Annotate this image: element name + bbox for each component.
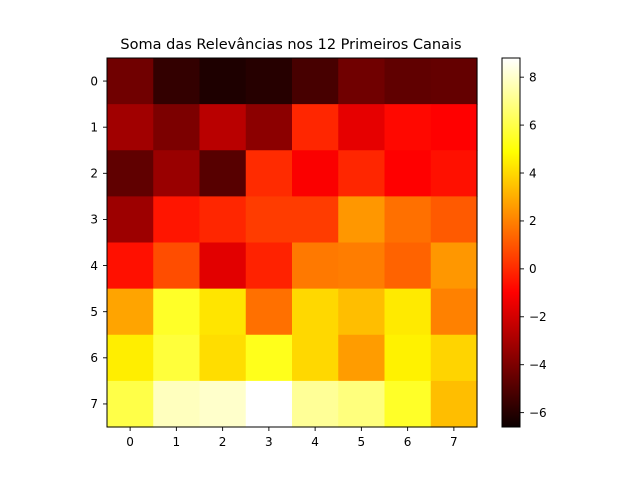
heatmap-cell-r0-c5 [338, 58, 386, 105]
x-tick-label: 1 [173, 435, 181, 449]
heatmap-cell-r7-c2 [199, 380, 247, 428]
heatmap-cell-r6-c6 [384, 334, 432, 382]
x-tick-label: 4 [311, 435, 319, 449]
heatmap-cell-r6-c1 [153, 334, 201, 382]
heatmap-cell-r5-c3 [245, 288, 293, 336]
y-tick-label: 2 [90, 167, 98, 181]
heatmap-cell-r6-c2 [199, 334, 247, 382]
y-tick-label: 0 [90, 74, 98, 88]
heatmap-cell-r4-c2 [199, 242, 247, 290]
heatmap-cell-r1-c3 [245, 104, 293, 151]
y-tick-label: 5 [90, 305, 98, 319]
heatmap-cell-r1-c1 [153, 104, 201, 151]
heatmap-cell-r5-c0 [107, 288, 154, 336]
heatmap-cell-r5-c5 [338, 288, 386, 336]
colorbar-tick-label: 4 [529, 166, 537, 180]
heatmap-cell-r3-c5 [338, 196, 386, 244]
colorbar-tick-label: −4 [529, 358, 547, 372]
heatmap-cell-r0-c3 [245, 58, 293, 105]
x-tick-label: 2 [219, 435, 227, 449]
heatmap-cell-r6-c4 [292, 334, 339, 382]
heatmap-cell-r0-c1 [153, 58, 201, 105]
y-tick-label: 7 [90, 397, 98, 411]
heatmap-cell-r3-c6 [384, 196, 432, 244]
heatmap-cell-r7-c6 [384, 380, 432, 428]
heatmap-cell-r5-c4 [292, 288, 339, 336]
heatmap-cell-r0-c7 [430, 58, 478, 105]
x-tick-label: 0 [126, 435, 134, 449]
heatmap-cell-r3-c1 [153, 196, 201, 244]
heatmap-cell-r6-c5 [338, 334, 386, 382]
heatmap-cell-r7-c7 [430, 380, 478, 428]
heatmap-cell-r4-c4 [292, 242, 339, 290]
heatmap-cell-r3-c2 [199, 196, 247, 244]
heatmap-cell-r2-c5 [338, 150, 386, 197]
heatmap-cell-r0-c0 [107, 58, 154, 105]
heatmap-cell-r1-c6 [384, 104, 432, 151]
heatmap-cell-r4-c1 [153, 242, 201, 290]
heatmap-cell-r6-c0 [107, 334, 154, 382]
y-tick-label: 4 [90, 259, 98, 273]
heatmap-cell-r1-c2 [199, 104, 247, 151]
y-tick-label: 6 [90, 351, 98, 365]
colorbar-tick-label: 2 [529, 214, 537, 228]
heatmap-cell-r4-c3 [245, 242, 293, 290]
heatmap-cell-r3-c0 [107, 196, 154, 244]
x-tick-label: 5 [358, 435, 366, 449]
heatmap-cell-r3-c4 [292, 196, 339, 244]
heatmap-cell-r2-c1 [153, 150, 201, 197]
heatmap-cell-r5-c2 [199, 288, 247, 336]
heatmap-cell-r0-c2 [199, 58, 247, 105]
colorbar-tick-label: −2 [529, 310, 547, 324]
y-axis-ticks: 0 1 2 3 4 5 6 7 [90, 74, 107, 411]
heatmap-cell-r2-c3 [245, 150, 293, 197]
x-axis-ticks: 0 1 2 3 4 5 6 7 [126, 427, 458, 449]
heatmap-cell-r7-c1 [153, 380, 201, 428]
heatmap-cell-r4-c5 [338, 242, 386, 290]
heatmap-cell-r6-c7 [430, 334, 478, 382]
heatmap-cell-r1-c0 [107, 104, 154, 151]
x-tick-label: 7 [450, 435, 458, 449]
y-tick-label: 1 [90, 120, 98, 134]
chart-title: Soma das Relevâncias nos 12 Primeiros Ca… [120, 37, 461, 53]
x-tick-label: 6 [404, 435, 412, 449]
heatmap-cell-r7-c4 [292, 380, 339, 428]
colorbar-tick-label: 6 [529, 118, 537, 132]
heatmap-cell-r5-c6 [384, 288, 432, 336]
colorbar-tick-label: 0 [529, 262, 537, 276]
heatmap-cell-r3-c3 [245, 196, 293, 244]
heatmap-cell-r2-c6 [384, 150, 432, 197]
colorbar [501, 57, 521, 428]
heatmap-cell-r3-c7 [430, 196, 478, 244]
heatmap-cell-r7-c3 [245, 380, 293, 428]
colorbar-tick-label: 8 [529, 70, 537, 84]
heatmap-cell-r2-c7 [430, 150, 478, 197]
heatmap-cell-r1-c4 [292, 104, 339, 151]
heatmap-cell-r2-c2 [199, 150, 247, 197]
heatmap-cell-r2-c4 [292, 150, 339, 197]
colorbar-ticks: −6 −4 −2 0 2 4 6 8 [520, 70, 547, 420]
heatmap-cell-r2-c0 [107, 150, 154, 197]
heatmap-cell-r5-c7 [430, 288, 478, 336]
heatmap-cell-r4-c6 [384, 242, 432, 290]
axes-frame [106, 57, 478, 428]
heatmap-cell-r4-c0 [107, 242, 154, 290]
heatmap-cells [107, 58, 478, 428]
x-tick-label: 3 [265, 435, 273, 449]
heatmap-cell-r7-c0 [107, 380, 154, 428]
y-tick-label: 3 [90, 213, 98, 227]
heatmap-cell-r0-c4 [292, 58, 339, 105]
heatmap-cell-r0-c6 [384, 58, 432, 105]
heatmap-cell-r1-c5 [338, 104, 386, 151]
heatmap-cell-r6-c3 [245, 334, 293, 382]
colorbar-tick-label: −6 [529, 406, 547, 420]
heatmap-cell-r4-c7 [430, 242, 478, 290]
heatmap-cell-r5-c1 [153, 288, 201, 336]
heatmap-cell-r7-c5 [338, 380, 386, 428]
heatmap-cell-r1-c7 [430, 104, 478, 151]
